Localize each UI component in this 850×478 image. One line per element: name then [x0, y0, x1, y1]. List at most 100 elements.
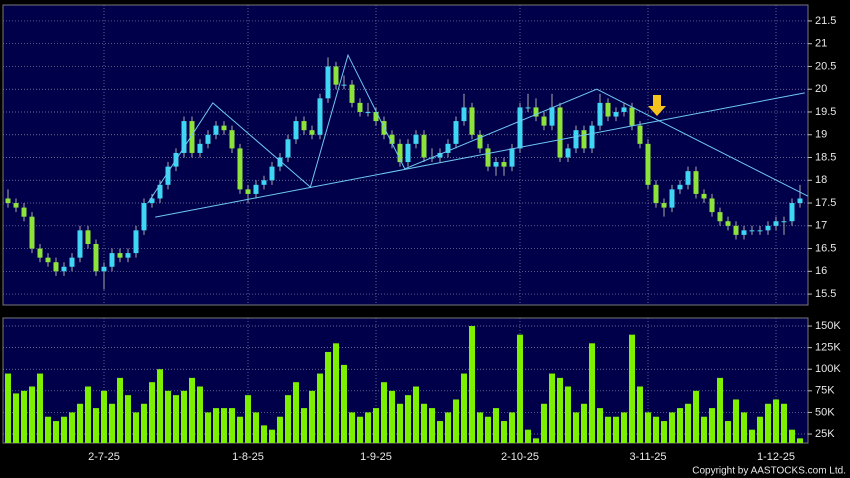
candle-body	[285, 139, 291, 158]
volume-bar	[261, 425, 267, 443]
volume-bar	[445, 412, 451, 443]
volume-bar	[717, 377, 723, 443]
volume-bar	[253, 412, 259, 443]
candle-body	[717, 212, 723, 222]
volume-bar	[669, 412, 675, 443]
volume-bar	[125, 395, 131, 443]
candle-body	[205, 134, 211, 144]
volume-bar	[205, 412, 211, 443]
x-tick-label: 2-7-25	[88, 451, 120, 463]
candle-body	[653, 184, 659, 204]
candle-body	[693, 171, 699, 194]
candle-body	[437, 152, 443, 158]
volume-bar	[533, 438, 539, 443]
candle-body	[109, 253, 115, 267]
volume-bar	[645, 412, 651, 443]
candle-body	[269, 166, 275, 181]
volume-bar	[709, 408, 715, 443]
candle-body	[749, 230, 755, 232]
volume-bar	[93, 408, 99, 443]
y-tick-label: 18.5	[815, 151, 836, 163]
y-tick-label: 20.5	[815, 60, 836, 72]
candle-body	[733, 225, 739, 235]
candle-body	[629, 107, 635, 126]
candle-body	[501, 162, 507, 167]
y-tick-label: 18	[815, 174, 827, 186]
candle-body	[181, 121, 187, 153]
y-tick-label: 15.5	[815, 288, 836, 300]
candle-body	[93, 243, 99, 272]
volume-bar	[725, 421, 731, 443]
candle-body	[589, 125, 595, 149]
candle-body	[741, 230, 747, 235]
volume-bar	[557, 377, 563, 443]
candle-body	[45, 257, 51, 263]
candle-body	[245, 189, 251, 194]
candle-body	[493, 162, 499, 167]
candle-body	[197, 143, 203, 153]
candle-body	[373, 111, 379, 122]
plot-layer: 15.5 16 16.5 17 17.5 18 18.5 19 19.5 20 20.5 21 21.5…	[3, 5, 841, 463]
volume-bar	[117, 377, 123, 443]
trend-line	[147, 53, 809, 204]
candle-body	[405, 143, 411, 163]
volume-bar	[653, 416, 659, 443]
volume-bar	[45, 416, 51, 443]
candle-body	[341, 84, 347, 86]
volume-bar	[789, 429, 795, 443]
volume-bar	[765, 403, 771, 443]
volume-bar	[189, 377, 195, 443]
volume-bar	[685, 403, 691, 443]
volume-bar	[53, 421, 59, 443]
candle-body	[661, 203, 667, 208]
y-tick-label: 21	[815, 38, 827, 50]
y-tick-label: 125K	[815, 342, 841, 354]
volume-bar	[5, 373, 11, 443]
candle-body	[61, 266, 67, 272]
candle-body	[157, 184, 163, 199]
x-tick-label: 1-8-25	[232, 451, 264, 463]
candle-body	[453, 121, 459, 144]
volume-bar	[317, 373, 323, 443]
volume-bar	[421, 403, 427, 443]
candle-body	[509, 148, 515, 167]
volume-bar	[333, 343, 339, 443]
volume-bar	[613, 416, 619, 443]
volume-bar	[573, 412, 579, 443]
candle-body	[69, 257, 75, 267]
candle-body	[21, 207, 27, 217]
candle-body	[149, 198, 155, 204]
y-tick-label: 25K	[815, 428, 835, 440]
volume-bar	[541, 403, 547, 443]
volume-bar	[429, 408, 435, 443]
candle-body	[53, 262, 59, 272]
volume-bar	[13, 393, 19, 443]
volume-bar	[237, 416, 243, 443]
volume-bar	[269, 429, 275, 443]
candle-body	[613, 111, 619, 117]
candle-body	[325, 66, 331, 99]
candle-body	[621, 107, 627, 112]
y-tick-label: 75K	[815, 385, 835, 397]
volume-bar	[373, 408, 379, 443]
candle-body	[237, 148, 243, 190]
volume-bar	[381, 382, 387, 443]
volume-bar	[325, 351, 331, 443]
volume-bar	[701, 416, 707, 443]
candle-body	[261, 180, 267, 185]
x-tick-label: 1-9-25	[360, 451, 392, 463]
candle-body	[573, 130, 579, 149]
volume-bar	[165, 390, 171, 443]
arrow-annotation	[648, 95, 666, 116]
y-tick-label: 50K	[815, 406, 835, 418]
candle-body	[357, 102, 363, 112]
candle-body	[789, 203, 795, 222]
volume-bar	[781, 403, 787, 443]
volume-bar	[661, 421, 667, 443]
volume-bar	[357, 416, 363, 443]
candle-body	[781, 221, 787, 223]
copyright: Copyright by AASTOCKS.com Ltd.	[692, 466, 846, 477]
volume-bar	[453, 399, 459, 443]
volume-bar	[589, 343, 595, 443]
